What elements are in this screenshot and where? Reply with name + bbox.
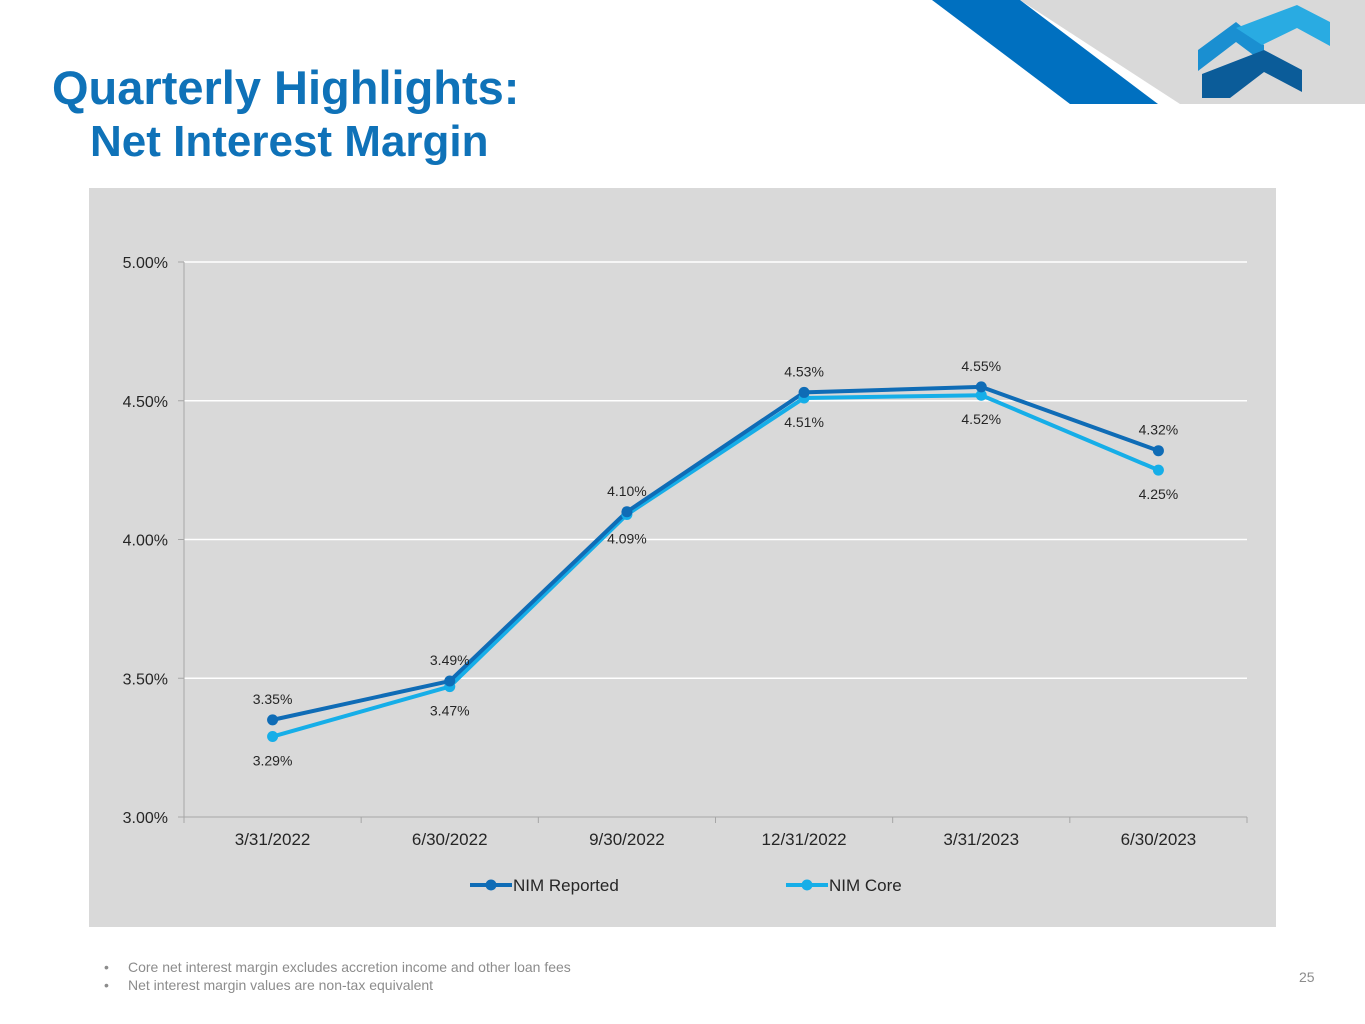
- data-point: [1152, 464, 1164, 476]
- data-label: 4.10%: [607, 483, 647, 499]
- data-point: [267, 731, 279, 743]
- footnote-text: Net interest margin values are non-tax e…: [128, 977, 434, 993]
- page-title: Quarterly Highlights:: [52, 61, 520, 114]
- data-label: 4.25%: [1139, 486, 1179, 502]
- series-line-nim-reported: [272, 384, 1160, 722]
- data-label: 4.52%: [961, 411, 1001, 427]
- data-label: 3.47%: [430, 703, 470, 719]
- logo-chevron-right: [1236, 5, 1330, 46]
- data-point: [798, 386, 810, 398]
- x-tick-label: 6/30/2023: [1121, 830, 1197, 849]
- y-tick-label: 5.00%: [123, 255, 168, 272]
- data-label: 4.32%: [1139, 422, 1179, 438]
- legend-marker: [485, 879, 497, 891]
- y-tick-label: 3.50%: [123, 671, 168, 688]
- data-label: 3.49%: [430, 652, 470, 668]
- banner-blue-stripe: [932, 0, 1158, 104]
- data-label: 4.55%: [961, 358, 1001, 374]
- data-point: [975, 389, 987, 401]
- footnote-item: • Net interest margin values are non-tax …: [104, 976, 571, 994]
- x-tick-label: 3/31/2023: [943, 830, 1019, 849]
- x-tick-label: 9/30/2022: [589, 830, 665, 849]
- data-label: 3.35%: [253, 691, 293, 707]
- page-number: 25: [1299, 969, 1315, 985]
- page-subtitle: Net Interest Margin: [90, 117, 489, 166]
- chart-panel: 3.00% 3.50% 4.00% 4.50% 5.00% 3/31/2022 6/30/2…: [89, 188, 1276, 927]
- footnote-text: Core net interest margin excludes accret…: [128, 959, 571, 975]
- y-tick-label: 4.00%: [123, 533, 168, 550]
- data-label: 4.51%: [784, 414, 824, 430]
- data-label: 4.09%: [607, 531, 647, 547]
- bullet-icon: •: [104, 959, 109, 975]
- data-label: 3.29%: [253, 753, 293, 769]
- footnotes: • Core net interest margin excludes accre…: [104, 958, 571, 994]
- x-tick-label: 12/31/2022: [762, 830, 847, 849]
- data-point: [267, 714, 279, 726]
- data-point: [444, 675, 456, 687]
- footnote-item: • Core net interest margin excludes accre…: [104, 958, 571, 976]
- nim-line-chart: 3.00% 3.50% 4.00% 4.50% 5.00% 3/31/2022 6/30/2…: [123, 255, 1248, 895]
- series-line-nim-core: [272, 393, 1160, 739]
- data-point: [975, 381, 987, 393]
- x-tick-label: 3/31/2022: [235, 830, 311, 849]
- corner-banner: [932, 0, 1365, 104]
- x-tick-label: 6/30/2022: [412, 830, 488, 849]
- y-tick-label: 3.00%: [123, 810, 168, 827]
- y-tick-label: 4.50%: [123, 394, 168, 411]
- legend-label: NIM Core: [829, 876, 902, 895]
- logo-chevron-bottom: [1202, 50, 1302, 98]
- legend-marker: [801, 879, 813, 891]
- legend-label: NIM Reported: [513, 876, 619, 895]
- data-point: [621, 506, 633, 518]
- bullet-icon: •: [104, 977, 109, 993]
- data-point: [1152, 445, 1164, 457]
- data-label: 4.53%: [784, 363, 824, 379]
- company-logo-icon: [1198, 5, 1330, 98]
